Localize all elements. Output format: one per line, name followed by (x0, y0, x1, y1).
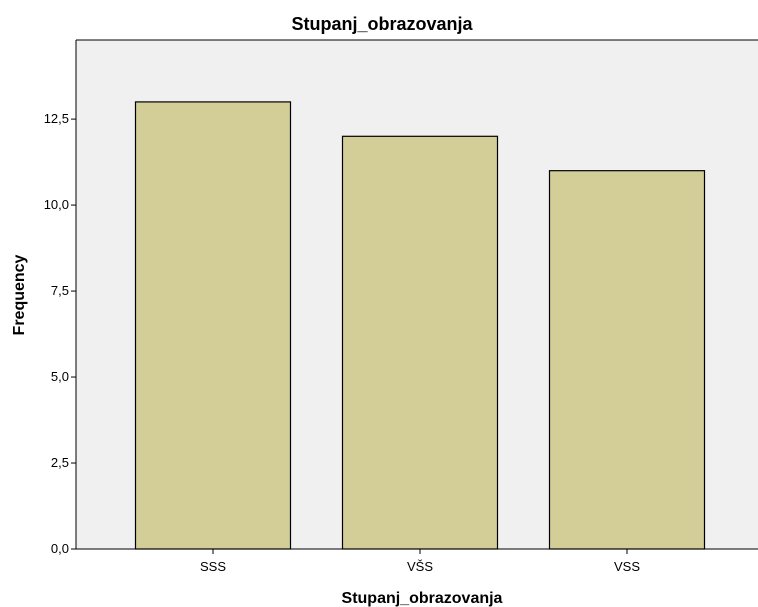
y-tick-label: 2,5 (51, 455, 69, 470)
x-tick-label: SSS (200, 559, 226, 574)
x-tick-label: VSS (614, 559, 640, 574)
y-tick-label: 10,0 (44, 197, 69, 212)
bar-0 (134, 101, 292, 550)
axes-layer: SSS VŠS VSS 0,0 2,5 5,0 7,5 10,0 12,5 (44, 40, 758, 574)
x-tick-label: VŠS (407, 559, 433, 574)
y-tick-label: 12,5 (44, 111, 69, 126)
x-axis-title: Stupanj_obrazovanja (342, 590, 503, 607)
chart-title: Stupanj_obrazovanja (291, 14, 473, 34)
bar-2 (548, 170, 706, 550)
y-axis-title: Frequency (11, 254, 28, 335)
y-tick-label: 5,0 (51, 369, 69, 384)
y-tick-label: 0,0 (51, 541, 69, 556)
bar-1 (341, 135, 499, 550)
y-tick-label: 7,5 (51, 283, 69, 298)
